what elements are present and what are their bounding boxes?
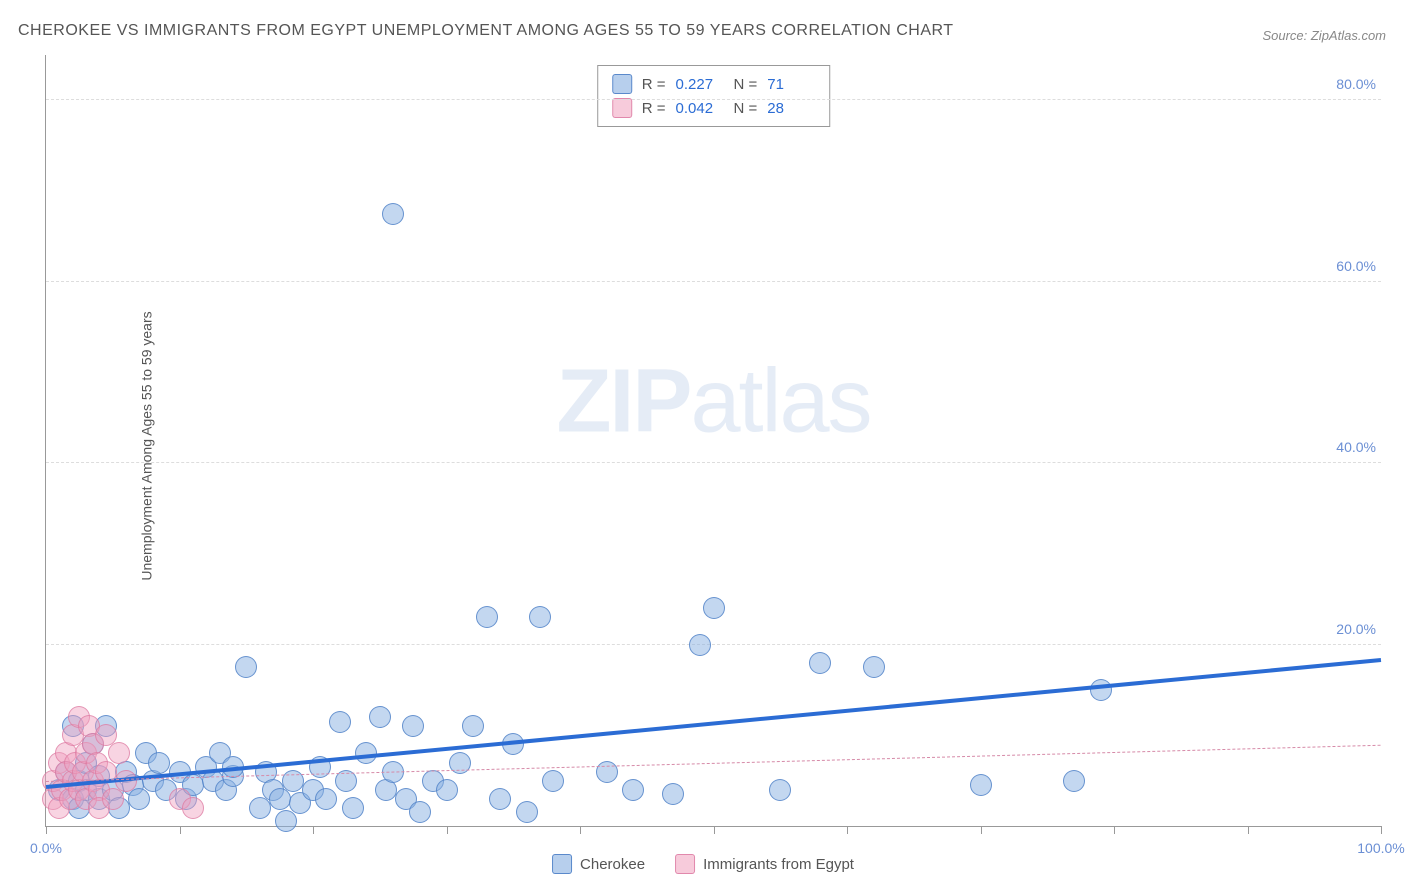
swatch-blue-icon bbox=[552, 854, 572, 874]
data-point bbox=[108, 742, 130, 764]
data-point bbox=[249, 797, 271, 819]
legend-label-2: Immigrants from Egypt bbox=[703, 856, 854, 873]
x-tick bbox=[847, 826, 848, 834]
data-point bbox=[182, 797, 204, 819]
data-point bbox=[269, 788, 291, 810]
x-tick bbox=[714, 826, 715, 834]
gridline bbox=[46, 99, 1381, 100]
r-value-2: 0.042 bbox=[676, 100, 724, 117]
trend-line bbox=[46, 744, 1381, 781]
data-point bbox=[409, 801, 431, 823]
gridline bbox=[46, 281, 1381, 282]
legend-stats-box: R = 0.227 N = 71 R = 0.042 N = 28 bbox=[597, 65, 831, 127]
legend-item-2: Immigrants from Egypt bbox=[675, 854, 854, 874]
data-point bbox=[128, 788, 150, 810]
n-label: N = bbox=[734, 76, 758, 93]
swatch-blue-icon bbox=[612, 74, 632, 94]
gridline bbox=[46, 644, 1381, 645]
y-tick-label: 60.0% bbox=[1336, 258, 1386, 274]
data-point bbox=[382, 203, 404, 225]
data-point bbox=[1063, 770, 1085, 792]
bottom-legend: Cherokee Immigrants from Egypt bbox=[552, 854, 854, 874]
legend-item-1: Cherokee bbox=[552, 854, 645, 874]
data-point bbox=[769, 779, 791, 801]
plot-area: ZIPatlas R = 0.227 N = 71 R = 0.042 N = … bbox=[45, 55, 1381, 827]
chart-container: CHEROKEE VS IMMIGRANTS FROM EGYPT UNEMPL… bbox=[0, 0, 1406, 892]
legend-label-1: Cherokee bbox=[580, 856, 645, 873]
data-point bbox=[622, 779, 644, 801]
x-tick bbox=[1248, 826, 1249, 834]
x-tick bbox=[180, 826, 181, 834]
data-point bbox=[489, 788, 511, 810]
data-point bbox=[402, 715, 424, 737]
data-point bbox=[476, 606, 498, 628]
n-value-2: 28 bbox=[767, 100, 815, 117]
watermark-light: atlas bbox=[690, 351, 870, 451]
data-point bbox=[282, 770, 304, 792]
x-tick bbox=[1114, 826, 1115, 834]
x-tick-label: 100.0% bbox=[1357, 840, 1404, 856]
data-point bbox=[703, 597, 725, 619]
data-point bbox=[970, 774, 992, 796]
data-point bbox=[235, 656, 257, 678]
x-tick bbox=[1381, 826, 1382, 834]
x-tick bbox=[981, 826, 982, 834]
data-point bbox=[863, 656, 885, 678]
y-tick-label: 40.0% bbox=[1336, 439, 1386, 455]
y-tick-label: 20.0% bbox=[1336, 621, 1386, 637]
watermark: ZIPatlas bbox=[556, 350, 870, 453]
data-point bbox=[275, 810, 297, 832]
data-point bbox=[315, 788, 337, 810]
data-point bbox=[529, 606, 551, 628]
r-value-1: 0.227 bbox=[676, 76, 724, 93]
swatch-pink-icon bbox=[612, 98, 632, 118]
data-point bbox=[436, 779, 458, 801]
n-label: N = bbox=[734, 100, 758, 117]
r-label: R = bbox=[642, 76, 666, 93]
legend-stats-row: R = 0.227 N = 71 bbox=[612, 72, 816, 96]
r-label: R = bbox=[642, 100, 666, 117]
x-tick bbox=[46, 826, 47, 834]
x-tick bbox=[580, 826, 581, 834]
chart-title: CHEROKEE VS IMMIGRANTS FROM EGYPT UNEMPL… bbox=[18, 22, 954, 40]
data-point bbox=[662, 783, 684, 805]
x-tick-label: 0.0% bbox=[30, 840, 62, 856]
data-point bbox=[369, 706, 391, 728]
swatch-pink-icon bbox=[675, 854, 695, 874]
data-point bbox=[596, 761, 618, 783]
y-tick-label: 80.0% bbox=[1336, 76, 1386, 92]
data-point bbox=[329, 711, 351, 733]
data-point bbox=[1090, 679, 1112, 701]
data-point bbox=[102, 788, 124, 810]
data-point bbox=[516, 801, 538, 823]
data-point bbox=[809, 652, 831, 674]
n-value-1: 71 bbox=[767, 76, 815, 93]
data-point bbox=[462, 715, 484, 737]
gridline bbox=[46, 462, 1381, 463]
x-tick bbox=[313, 826, 314, 834]
data-point bbox=[689, 634, 711, 656]
source-label: Source: ZipAtlas.com bbox=[1262, 28, 1386, 43]
data-point bbox=[342, 797, 364, 819]
data-point bbox=[148, 752, 170, 774]
watermark-bold: ZIP bbox=[556, 351, 690, 451]
data-point bbox=[542, 770, 564, 792]
x-tick bbox=[447, 826, 448, 834]
